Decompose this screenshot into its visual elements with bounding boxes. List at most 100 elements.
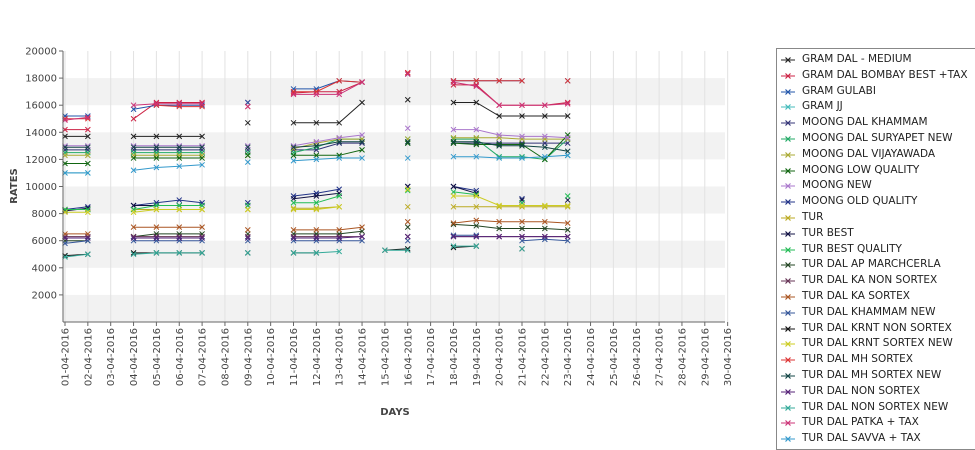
- data-point: [404, 69, 411, 76]
- y-tick-label: 12000: [25, 155, 57, 166]
- data-point: [519, 218, 525, 225]
- legend-marker-icon: [781, 246, 795, 253]
- data-point: [176, 100, 183, 107]
- data-point: [290, 206, 297, 213]
- data-point: [176, 235, 183, 241]
- y-tick-label: 14000: [25, 128, 57, 139]
- data-point: [359, 79, 365, 86]
- data-point: [359, 155, 365, 161]
- legend-label: TUR DAL KHAMMAM NEW: [802, 305, 936, 318]
- x-tick-label: 19-04-2016: [472, 328, 483, 386]
- legend-item: TUR DAL KA SORTEX: [777, 289, 975, 305]
- data-point: [313, 142, 320, 149]
- legend-label: TUR DAL PATKA + TAX: [802, 416, 919, 429]
- data-point: [199, 224, 205, 231]
- data-point: [244, 142, 251, 149]
- legend-marker-icon: [781, 57, 795, 63]
- legend-item: GRAM GULABI: [777, 84, 975, 100]
- x-tick-label: 30-04-2016: [723, 328, 734, 386]
- data-point: [404, 218, 411, 225]
- data-point: [359, 99, 365, 106]
- legend-marker-icon: [781, 104, 795, 111]
- data-point: [176, 144, 183, 151]
- grid-band: [63, 240, 725, 268]
- legend-marker-icon: [781, 72, 795, 79]
- data-point: [153, 164, 160, 171]
- x-tick-label: 20-04-2016: [495, 328, 506, 386]
- legend-label: TUR DAL NON SORTEX: [802, 384, 921, 397]
- data-point: [336, 155, 343, 161]
- data-point: [496, 218, 503, 225]
- x-tick-label: 05-04-2016: [152, 328, 163, 386]
- data-point: [290, 152, 297, 159]
- legend-marker-icon: [781, 199, 795, 206]
- legend-label: TUR DAL KA SORTEX: [802, 290, 910, 302]
- data-point: [336, 91, 343, 98]
- data-point: [290, 235, 297, 241]
- x-axis-title: DAYS: [380, 407, 410, 418]
- data-point: [404, 71, 411, 77]
- data-point: [313, 152, 320, 159]
- data-point: [176, 250, 183, 256]
- data-point: [404, 96, 411, 103]
- data-point: [404, 203, 411, 210]
- data-point: [84, 126, 91, 133]
- data-point: [153, 144, 160, 151]
- y-tick-label: 16000: [25, 101, 57, 112]
- data-point: [541, 153, 548, 160]
- data-point: [130, 115, 137, 122]
- data-point: [450, 138, 457, 145]
- data-point: [244, 119, 251, 126]
- x-tick-label: 01-04-2016: [61, 328, 72, 386]
- series-line: [64, 81, 568, 121]
- legend-marker-icon: [781, 388, 795, 395]
- x-tick-label: 28-04-2016: [677, 328, 688, 386]
- data-point: [84, 114, 91, 121]
- data-point: [541, 202, 548, 209]
- data-point: [564, 237, 571, 244]
- data-point: [290, 195, 297, 202]
- legend-item: MOONG OLD QUALITY: [777, 194, 975, 210]
- data-point: [541, 113, 548, 119]
- data-point: [473, 99, 480, 106]
- data-point: [496, 225, 503, 232]
- legend-label: TUR BEST QUALITY: [802, 242, 902, 255]
- data-point: [244, 144, 251, 151]
- data-point: [153, 235, 160, 241]
- data-point: [404, 186, 411, 193]
- data-point: [541, 144, 548, 151]
- legend-item: TUR DAL AP MARCHCERLA: [777, 257, 975, 273]
- data-point: [130, 209, 137, 216]
- data-point: [199, 206, 205, 213]
- data-point: [564, 134, 571, 141]
- legend-marker-icon: [781, 420, 795, 427]
- data-point: [359, 224, 365, 231]
- data-point: [564, 113, 571, 119]
- grid-band: [63, 78, 725, 106]
- data-point: [176, 206, 183, 213]
- series-24: [62, 152, 571, 176]
- x-tick-label: 16-04-2016: [403, 328, 414, 386]
- data-point: [564, 193, 571, 199]
- data-point: [404, 233, 411, 240]
- data-point: [450, 244, 457, 251]
- series-line: [65, 138, 569, 160]
- legend-label: TUR DAL KRNT SORTEX NEW: [802, 337, 953, 350]
- legend-item: TUR BEST QUALITY: [777, 242, 975, 258]
- data-point: [130, 155, 137, 161]
- data-point: [404, 155, 411, 161]
- data-point: [541, 233, 548, 240]
- data-point: [496, 142, 503, 149]
- x-tick-label: 09-04-2016: [243, 328, 254, 386]
- data-point: [564, 77, 571, 84]
- legend-label: MOONG DAL KHAMMAM: [802, 116, 928, 129]
- y-tick-label: 6000: [32, 236, 57, 247]
- data-point: [336, 77, 343, 84]
- legend-label: TUR DAL AP MARCHCERLA: [802, 258, 941, 271]
- legend-label: TUR DAL NON SORTEX NEW: [802, 400, 949, 413]
- x-tick-label: 26-04-2016: [632, 328, 643, 386]
- data-point: [541, 218, 548, 225]
- data-point: [473, 153, 480, 160]
- legend-marker-icon: [781, 88, 795, 95]
- legend-item: GRAM DAL - MEDIUM: [777, 52, 975, 68]
